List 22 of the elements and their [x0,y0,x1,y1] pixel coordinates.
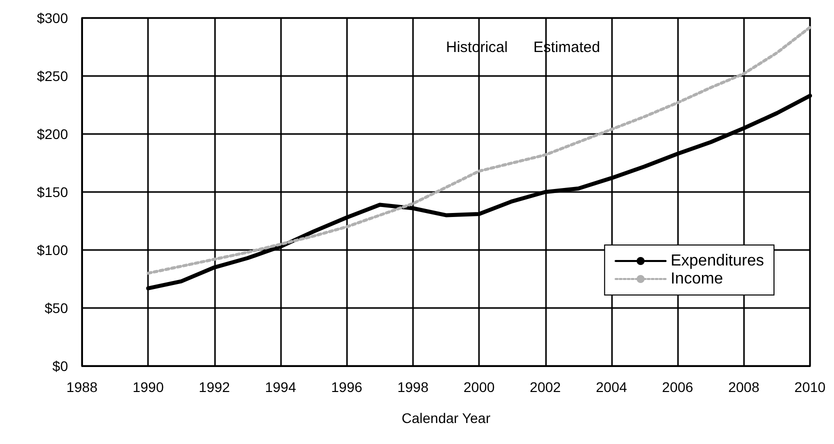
x-tick-label: 1998 [397,379,429,395]
x-axis-title: Calendar Year [402,410,491,426]
x-tick-label: 1990 [132,379,164,395]
x-tick-label: 1988 [66,379,98,395]
y-tick-label: $50 [44,300,68,316]
x-tick-label: 1992 [198,379,230,395]
y-tick-label: $200 [36,126,68,142]
y-tick-label: $250 [36,68,68,84]
x-tick-label: 2004 [596,379,628,395]
y-tick-label: $100 [36,242,68,258]
x-tick-label: 1996 [331,379,363,395]
x-tick-label: 1994 [264,379,296,395]
legend-label: Expenditures [670,252,764,270]
x-tick-label: 2006 [662,379,694,395]
x-tick-label: 2000 [464,379,495,395]
legend-label: Income [670,270,724,288]
x-tick-label: 2002 [530,379,562,395]
y-tick-label: $150 [36,184,68,200]
y-tick-label: $300 [36,10,68,26]
y-tick-label: $0 [52,358,68,374]
x-tick-label: 2008 [728,379,760,395]
x-tick-label: 2010 [794,379,826,395]
